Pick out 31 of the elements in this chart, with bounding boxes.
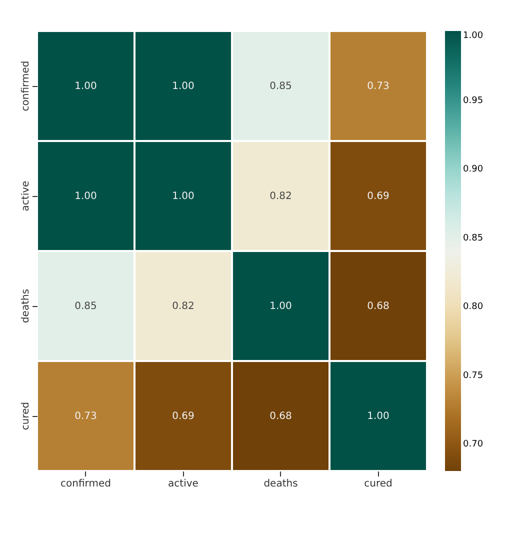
data-label: 0.82 (270, 191, 292, 202)
data-label: 0.85 (74, 301, 97, 312)
y-tick-label: deaths (20, 288, 32, 324)
color-bar-label: 0.70 (463, 440, 484, 450)
data-label: 1.00 (172, 191, 194, 202)
y-tick-label: confirmed (20, 60, 32, 112)
data-label: 0.85 (270, 81, 292, 92)
color-bar-label: 1.00 (463, 31, 484, 41)
data-label: 1.00 (74, 191, 97, 202)
color-bar-label: 0.85 (463, 233, 484, 244)
data-label: 0.69 (367, 191, 390, 202)
data-label: 1.00 (367, 411, 390, 422)
data-label: 0.68 (270, 411, 292, 422)
data-label: 0.82 (172, 301, 194, 312)
color-bar-label: 0.95 (463, 96, 484, 106)
data-label: 0.68 (367, 301, 390, 312)
color-bar-label: 0.90 (463, 164, 484, 174)
data-label: 1.00 (172, 81, 194, 92)
data-label: 0.73 (367, 81, 390, 92)
y-tick-label: cured (20, 402, 32, 430)
x-tick-label: confirmed (60, 478, 111, 490)
color-bar-label: 0.75 (463, 370, 484, 381)
data-label: 0.69 (172, 411, 194, 422)
y-tick-label: active (20, 180, 32, 212)
x-tick-label: deaths (264, 478, 298, 490)
data-label: 0.73 (74, 411, 97, 422)
x-tick-label: active (168, 478, 198, 490)
data-label: 1.00 (270, 301, 292, 312)
color-bar-label: 0.80 (463, 302, 484, 312)
data-label: 1.00 (74, 81, 97, 92)
x-tick-label: cured (364, 478, 392, 490)
